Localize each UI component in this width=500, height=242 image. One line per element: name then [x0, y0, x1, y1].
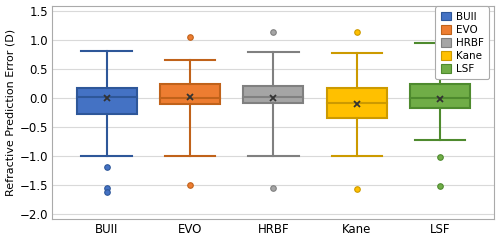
Bar: [160, 83, 220, 104]
Bar: [76, 88, 136, 113]
Bar: [327, 88, 387, 118]
Bar: [244, 86, 304, 103]
Legend: BUII, EVO, HRBF, Kane, LSF: BUII, EVO, HRBF, Kane, LSF: [436, 7, 489, 79]
Bar: [410, 83, 470, 108]
Y-axis label: Refractive Prediction Error (D): Refractive Prediction Error (D): [6, 29, 16, 196]
